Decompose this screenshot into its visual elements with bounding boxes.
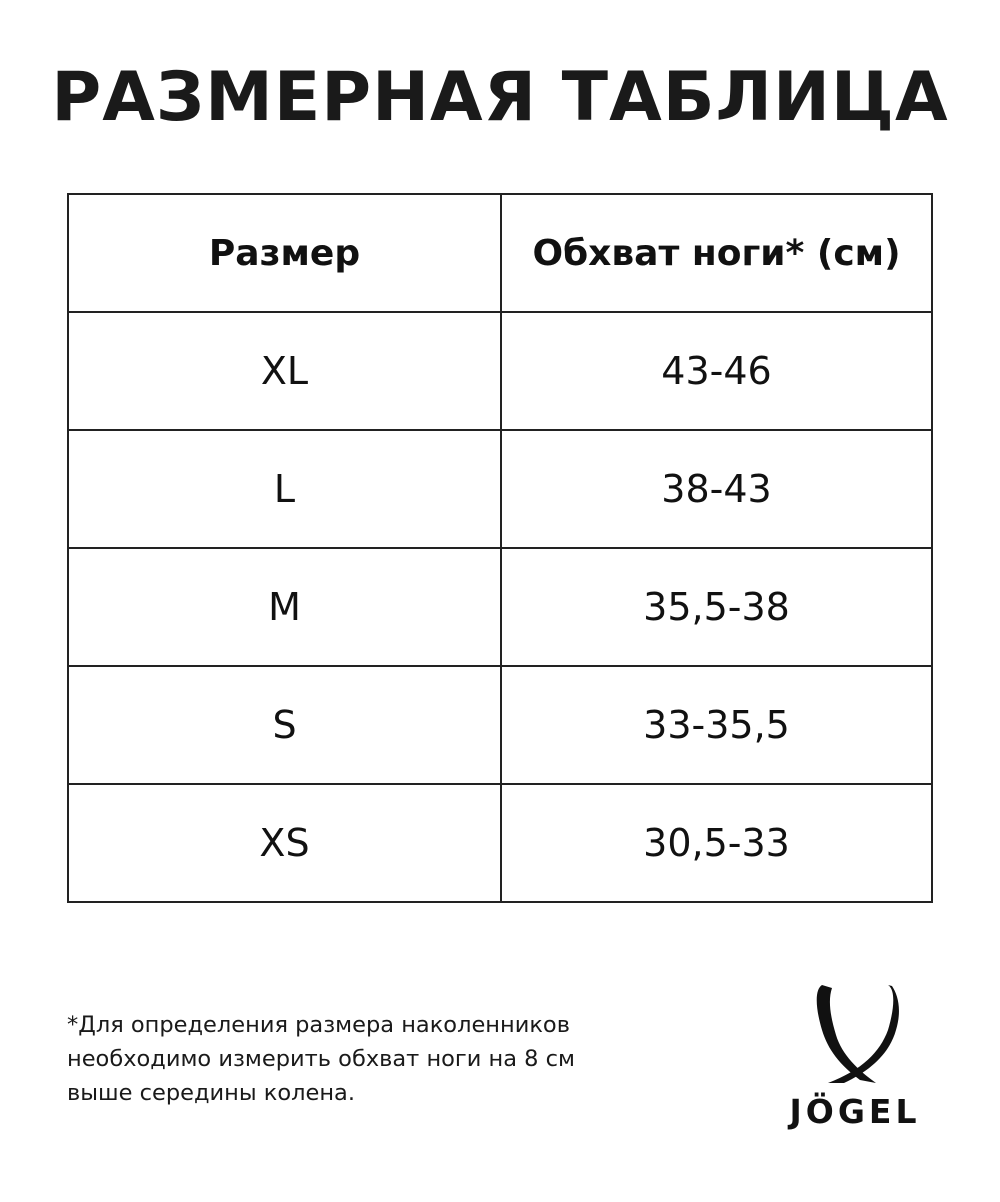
table-row: M 35,5-38 bbox=[67, 547, 933, 667]
logo-text: JÖGEL bbox=[789, 1092, 921, 1131]
header-size: Размер bbox=[67, 193, 502, 313]
footnote: *Для определения размера наколенников не… bbox=[67, 1012, 575, 1106]
table-row: XL 43-46 bbox=[67, 311, 933, 431]
table-row: L 38-43 bbox=[67, 429, 933, 549]
girth-cell: 35,5-38 bbox=[500, 547, 933, 667]
girth-cell: 33-35,5 bbox=[500, 665, 933, 785]
size-cell: L bbox=[67, 429, 502, 549]
table-row: XS 30,5-33 bbox=[67, 783, 933, 903]
size-cell: XS bbox=[67, 783, 502, 903]
page-title: РАЗМЕРНАЯ ТАБЛИЦА bbox=[51, 58, 949, 137]
size-table: Размер Обхват ноги* (см) XL 43-46 L 38-4… bbox=[67, 193, 933, 903]
brand-logo: JÖGEL bbox=[770, 980, 940, 1140]
table-header-row: Размер Обхват ноги* (см) bbox=[67, 193, 933, 313]
size-cell: M bbox=[67, 547, 502, 667]
size-cell: XL bbox=[67, 311, 502, 431]
size-cell: S bbox=[67, 665, 502, 785]
table-row: S 33-35,5 bbox=[67, 665, 933, 785]
girth-cell: 38-43 bbox=[500, 429, 933, 549]
header-leg-girth: Обхват ноги* (см) bbox=[500, 193, 933, 313]
girth-cell: 30,5-33 bbox=[500, 783, 933, 903]
logo-mark-icon bbox=[816, 985, 899, 1083]
girth-cell: 43-46 bbox=[500, 311, 933, 431]
